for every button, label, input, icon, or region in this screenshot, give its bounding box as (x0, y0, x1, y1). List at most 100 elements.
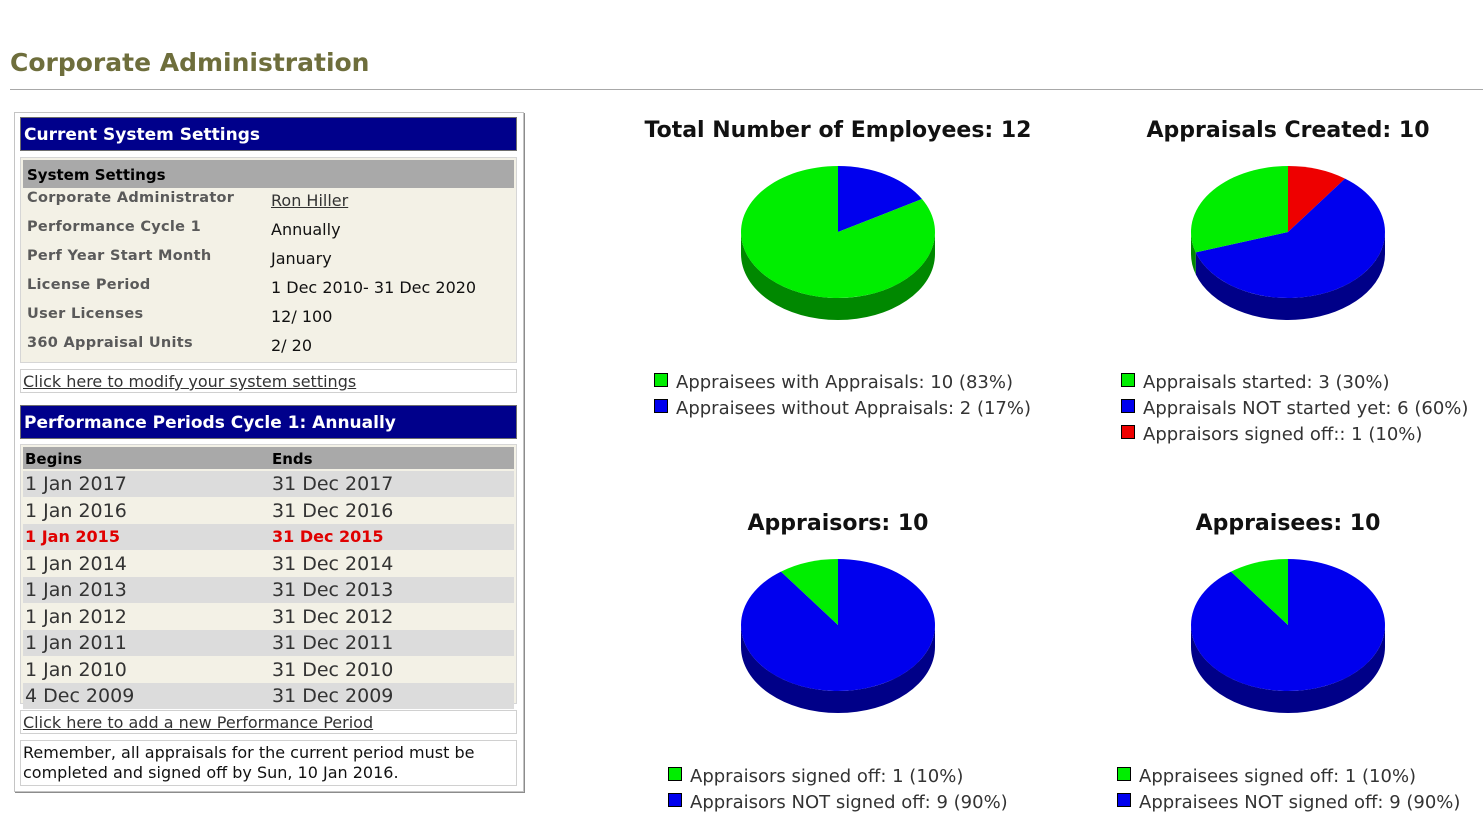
pie-slice (838, 166, 923, 232)
pie-slice-side (741, 625, 935, 713)
period-row: 1 Jan 2013 31 Dec 2013 (23, 577, 514, 603)
modify-settings-box: Click here to modify your system setting… (20, 369, 517, 393)
legend-swatch (1121, 373, 1135, 387)
settings-row: 360 Appraisal Units 2/ 20 (21, 335, 518, 364)
left-panel: Current System Settings System Settings … (14, 112, 524, 792)
settings-label: User Licenses (27, 306, 144, 322)
legend-label: Appraisees signed off: 1 (10%) (1139, 766, 1417, 787)
legend-swatch (668, 767, 682, 781)
periods-column-headers: Begins Ends (23, 447, 514, 469)
legend-label: Appraisors NOT signed off: 9 (90%) (690, 792, 1008, 813)
settings-label: 360 Appraisal Units (27, 335, 193, 351)
settings-value: 1 Dec 2010- 31 Dec 2020 (271, 278, 477, 297)
period-row: 1 Jan 2017 31 Dec 2017 (23, 471, 514, 497)
chart-legend: Appraisees with Appraisals: 10 (83%) Appr… (654, 370, 1031, 422)
legend-swatch (654, 399, 668, 413)
legend-swatch (1117, 793, 1131, 807)
period-begins: 1 Jan 2010 (25, 658, 127, 681)
legend-label: Appraisals started: 3 (30%) (1143, 372, 1390, 393)
current-period-row: 1 Jan 2015 31 Dec 2015 (23, 524, 514, 550)
legend-swatch (1121, 425, 1135, 439)
period-begins: 1 Jan 2012 (25, 605, 127, 628)
settings-value: 12/ 100 (271, 307, 333, 326)
legend-entry: Appraisors NOT signed off: 9 (90%) (668, 790, 1008, 816)
begins-column-header: Begins (25, 450, 83, 468)
settings-row: User Licenses 12/ 100 (21, 306, 518, 335)
period-row: 1 Jan 2010 31 Dec 2010 (23, 657, 514, 683)
pie-slice (1191, 166, 1288, 253)
legend-swatch (1121, 399, 1135, 413)
periods-header: Performance Periods Cycle 1: Annually (19, 404, 518, 440)
period-begins: 1 Jan 2015 (25, 527, 120, 546)
chart-title: Appraisals Created: 10 (1146, 118, 1430, 143)
legend-entry: Appraisors signed off:: 1 (10%) (1121, 422, 1468, 448)
period-begins: 1 Jan 2016 (25, 499, 127, 522)
period-ends: 31 Dec 2015 (272, 527, 384, 546)
period-ends: 31 Dec 2013 (272, 579, 394, 601)
legend-label: Appraisees NOT signed off: 9 (90%) (1139, 792, 1461, 813)
period-row: 1 Jan 2014 31 Dec 2014 (23, 551, 514, 577)
period-row: 1 Jan 2016 31 Dec 2016 (23, 498, 514, 524)
period-ends: 31 Dec 2016 (272, 499, 394, 522)
settings-value: January (271, 249, 332, 268)
settings-label: License Period (27, 277, 151, 293)
add-period-link[interactable]: Click here to add a new Performance Peri… (23, 713, 374, 732)
settings-label: Perf Year Start Month (27, 248, 212, 264)
add-period-box: Click here to add a new Performance Peri… (20, 710, 517, 734)
chart-title: Appraisees: 10 (1195, 511, 1381, 536)
chart-title: Total Number of Employees: 12 (644, 118, 1032, 143)
settings-row: License Period 1 Dec 2010- 31 Dec 2020 (21, 277, 518, 306)
period-begins: 1 Jan 2013 (25, 579, 127, 601)
legend-label: Appraisors signed off:: 1 (10%) (1143, 424, 1423, 445)
legend-entry: Appraisees signed off: 1 (10%) (1117, 764, 1460, 790)
period-ends: 31 Dec 2010 (272, 658, 394, 681)
periods-table: Begins Ends 1 Jan 2017 31 Dec 2017 1 Jan 2… (20, 444, 517, 709)
settings-value: Annually (271, 220, 341, 239)
legend-label: Appraisors signed off: 1 (10%) (690, 766, 964, 787)
period-begins: 1 Jan 2017 (25, 473, 127, 495)
pie-chart (1191, 559, 1385, 713)
deadline-note: Remember, all appraisals for the current… (20, 740, 517, 786)
settings-label: Corporate Administrator (27, 190, 235, 206)
pie-slice-side (1191, 625, 1385, 713)
modify-settings-link[interactable]: Click here to modify your system setting… (23, 372, 357, 391)
period-ends: 31 Dec 2011 (272, 632, 394, 654)
pie-slice (741, 166, 935, 298)
legend-label: Appraisals NOT started yet: 6 (60%) (1143, 398, 1469, 419)
chart-legend: Appraisees signed off: 1 (10%) Appraisees… (1117, 764, 1460, 816)
page-title: Corporate Administration (10, 48, 370, 77)
period-begins: 1 Jan 2014 (25, 552, 127, 575)
pie-slice (780, 559, 838, 625)
administrator-link[interactable]: Ron Hiller (271, 191, 349, 210)
pie-slice (1288, 166, 1346, 232)
chart-legend: Appraisals started: 3 (30%) Appraisals NO… (1121, 370, 1468, 448)
legend-entry: Appraisals NOT started yet: 6 (60%) (1121, 396, 1468, 422)
settings-row: Perf Year Start Month January (21, 248, 518, 277)
ends-column-header: Ends (272, 450, 313, 468)
period-ends: 31 Dec 2012 (272, 605, 394, 628)
chart-legend: Appraisors signed off: 1 (10%) Appraisors… (668, 764, 1008, 816)
legend-label: Appraisees with Appraisals: 10 (83%) (676, 372, 1013, 393)
pie-slice-side (1191, 232, 1196, 275)
pie-chart (741, 559, 935, 713)
period-ends: 31 Dec 2017 (272, 473, 394, 495)
legend-swatch (654, 373, 668, 387)
title-divider (10, 89, 1483, 90)
period-row: 1 Jan 2012 31 Dec 2012 (23, 604, 514, 630)
period-row: 1 Jan 2011 31 Dec 2011 (23, 630, 514, 656)
period-begins: 1 Jan 2011 (25, 632, 127, 654)
settings-table: System Settings Corporate Administrator … (20, 157, 517, 363)
legend-entry: Appraisals started: 3 (30%) (1121, 370, 1468, 396)
period-ends: 31 Dec 2009 (272, 685, 394, 707)
pie-slice-side (741, 232, 935, 320)
period-ends: 31 Dec 2014 (272, 552, 394, 575)
settings-value: 2/ 20 (271, 336, 313, 355)
settings-header: Current System Settings (19, 116, 518, 152)
legend-entry: Appraisees NOT signed off: 9 (90%) (1117, 790, 1460, 816)
legend-entry: Appraisees with Appraisals: 10 (83%) (654, 370, 1031, 396)
settings-label: Performance Cycle 1 (27, 219, 202, 235)
legend-swatch (668, 793, 682, 807)
pie-chart (741, 166, 935, 320)
chart-title: Appraisors: 10 (747, 511, 929, 536)
pie-slice (1195, 178, 1385, 298)
